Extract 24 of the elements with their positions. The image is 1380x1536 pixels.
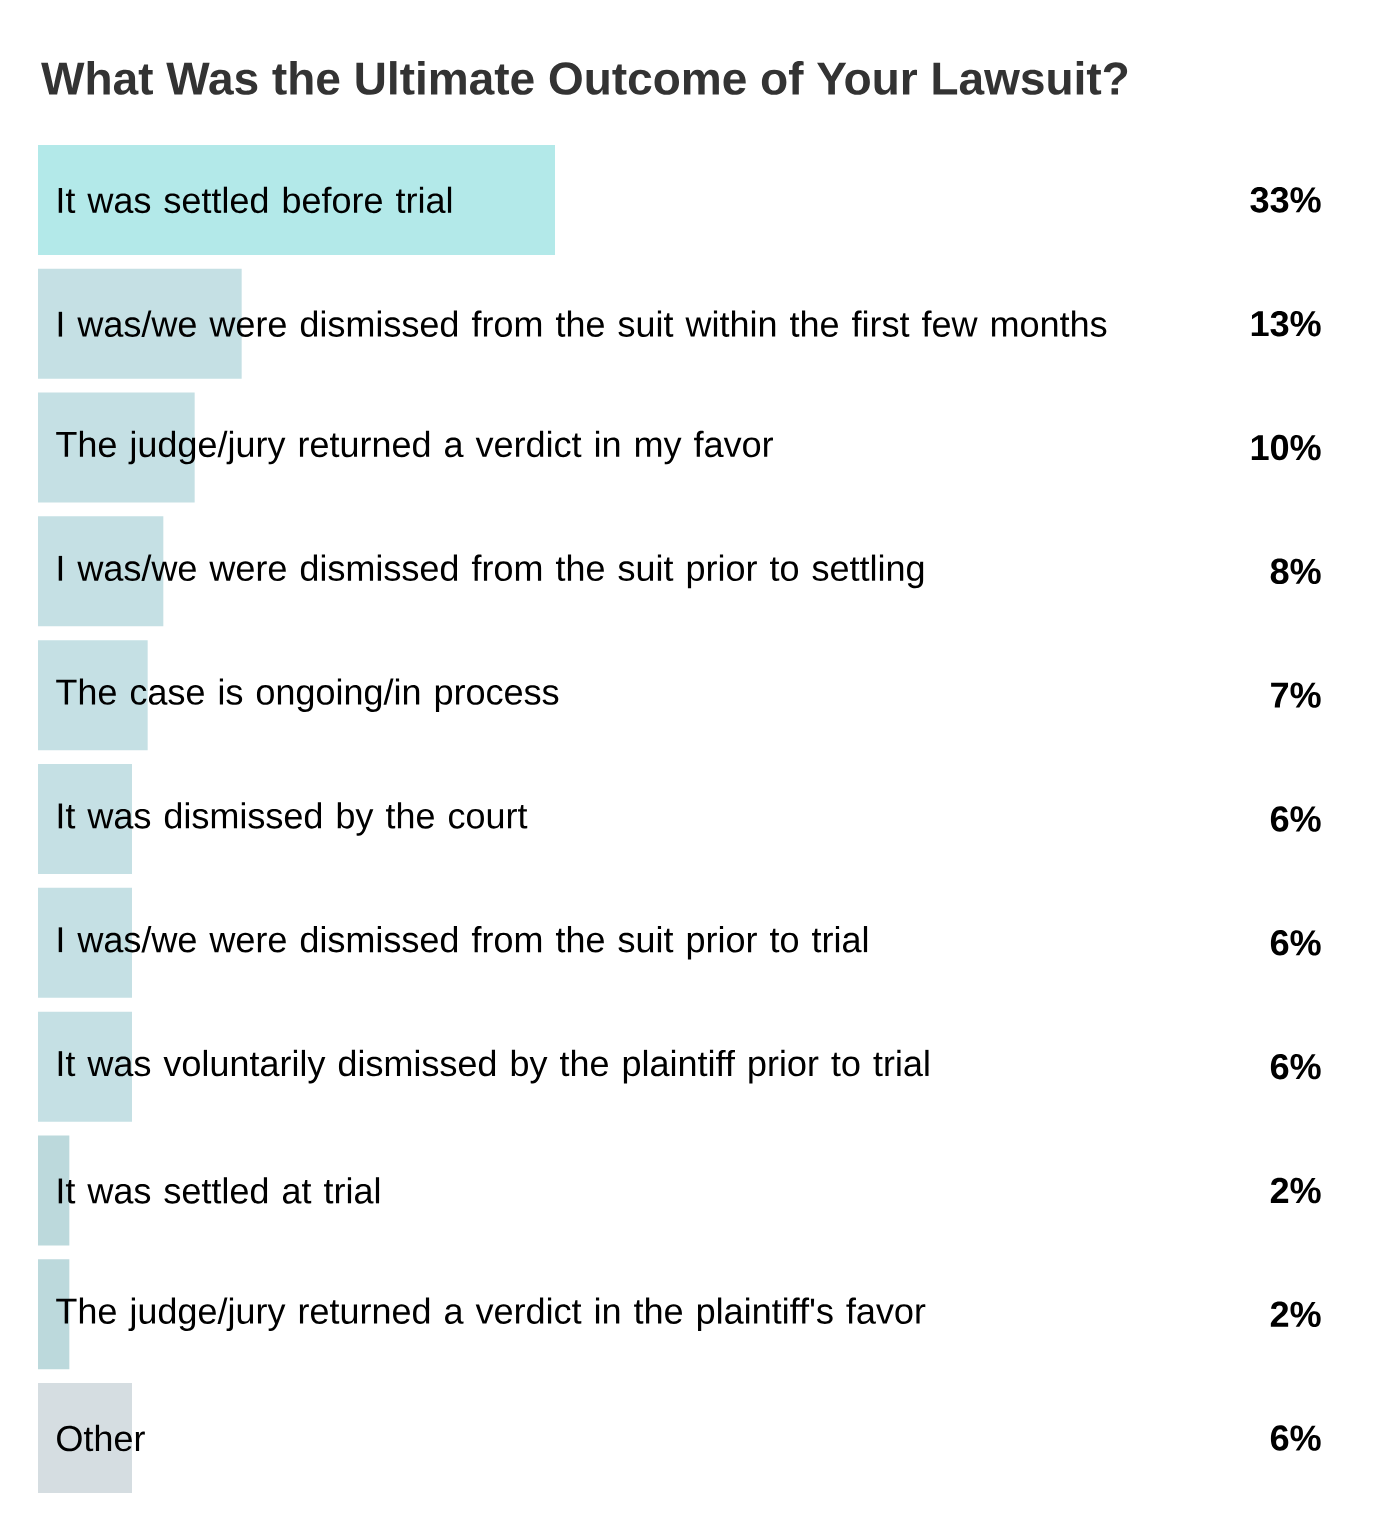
y-tick-label: I was/we were dismissed from the suit prior to settling xyxy=(58,554,924,589)
chart-title: What Was the Ultimate Outcome of Your Lawsuit? xyxy=(41,61,1128,95)
bar xyxy=(38,144,556,255)
data-label: 2% xyxy=(1270,1301,1321,1327)
data-label: 33% xyxy=(1250,187,1321,213)
y-tick-label: It was settled at trial xyxy=(58,1177,380,1204)
data-label: 6% xyxy=(1270,806,1321,832)
y-tick-label: Other xyxy=(57,1424,145,1452)
y-tick-label: The judge/jury returned a verdict in my favor xyxy=(56,430,773,465)
data-label: 6% xyxy=(1270,1425,1321,1451)
data-label: 6% xyxy=(1270,1053,1321,1080)
data-label: 13% xyxy=(1251,310,1321,337)
data-label: 7% xyxy=(1271,682,1321,708)
data-label: 2% xyxy=(1270,1177,1321,1204)
y-tick-label: The judge/jury returned a verdict in the plaintiff's favor xyxy=(56,1297,926,1332)
y-tick-label: The case is ongoing/in process xyxy=(56,678,559,712)
y-tick-label: I was/we were dismissed from the suit prior to trial xyxy=(58,926,868,960)
y-tick-label: It was voluntarily dismissed by the plaintiff prior to trial xyxy=(58,1049,929,1084)
y-tick-label: It was dismissed by the court xyxy=(58,802,528,836)
data-label: 10% xyxy=(1251,434,1321,461)
data-label: 8% xyxy=(1270,558,1321,585)
y-tick-label: I was/we were dismissed from the suit within the first few months xyxy=(58,310,1107,337)
y-tick-label: It was settled before trial xyxy=(58,186,452,214)
data-label: 6% xyxy=(1270,930,1321,956)
